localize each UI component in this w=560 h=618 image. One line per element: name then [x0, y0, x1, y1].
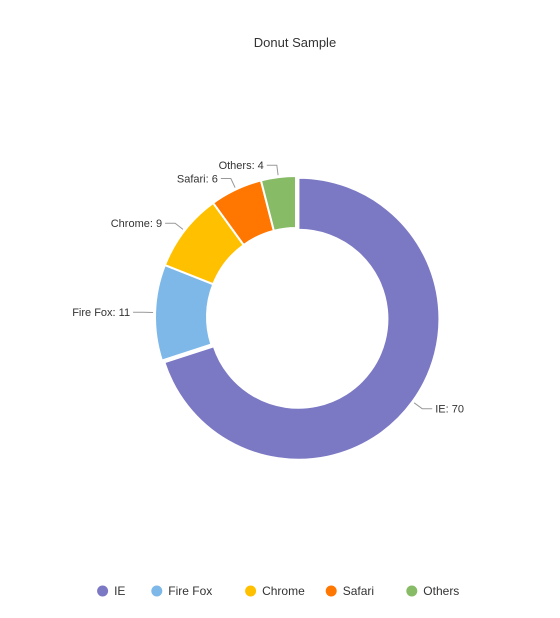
legend-item-fire-fox[interactable]: Fire Fox [151, 584, 212, 598]
legend-item-chrome[interactable]: Chrome [245, 584, 305, 598]
legend-label-others: Others [423, 584, 459, 598]
slice-label-ie: IE: 70 [435, 404, 464, 416]
legend-label-safari: Safari [343, 584, 374, 598]
leader-line-ie [413, 402, 433, 410]
slice-label-chrome: Chrome: 9 [111, 218, 162, 230]
legend-item-safari[interactable]: Safari [325, 584, 374, 598]
legend-item-ie[interactable]: IE [97, 584, 125, 598]
leader-line-safari [220, 178, 236, 188]
legend-marker-chrome [245, 585, 257, 597]
slice-label-others: Others: 4 [219, 160, 264, 172]
slice-labels: IE: 70 Fire Fox: 11 Chrome: 9 Safari: 6Othe… [72, 160, 464, 415]
legend-label-chrome: Chrome [262, 584, 305, 598]
slice-label-fire-fox: Fire Fox: 11 [72, 307, 130, 319]
legend-item-others[interactable]: Others [406, 584, 459, 598]
leader-line-others [266, 164, 279, 176]
legend-marker-others [406, 585, 418, 597]
chart-legend: IE Fire Fox Chrome Safari Others [97, 584, 459, 598]
slice-label-safari: Safari: 6 [177, 174, 218, 186]
legend-marker-fire-fox [151, 585, 163, 597]
donut-slices [154, 174, 441, 461]
legend-label-ie: IE [114, 584, 125, 598]
slice-ie[interactable] [163, 176, 441, 461]
legend-marker-safari [325, 585, 337, 597]
legend-label-fire-fox: Fire Fox [168, 584, 212, 598]
legend-marker-ie [97, 585, 109, 597]
leader-line-chrome [165, 222, 184, 230]
chart-title: Donut Sample [254, 35, 336, 50]
slice-others[interactable] [259, 174, 297, 233]
